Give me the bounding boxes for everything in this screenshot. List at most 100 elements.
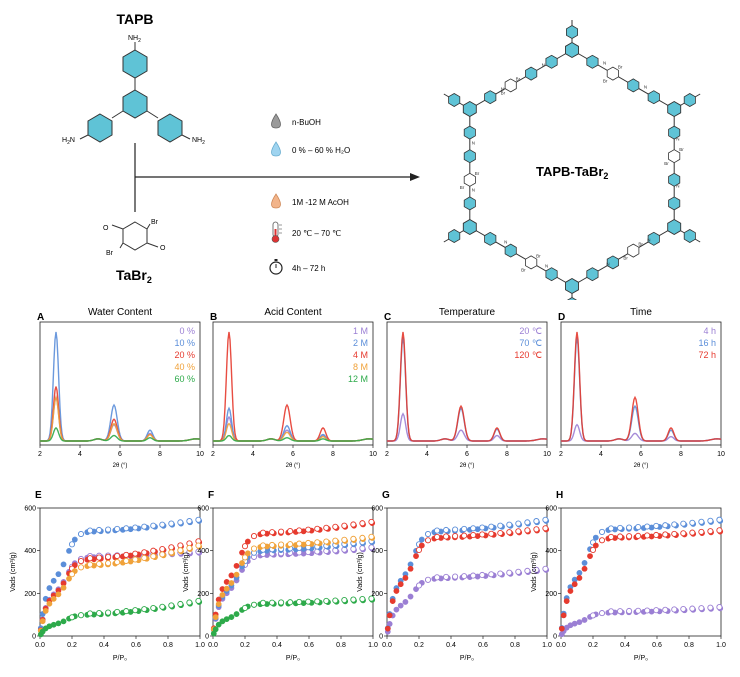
isotherm-desorption-point	[141, 606, 148, 613]
x-tick-label: 1.0	[716, 642, 726, 649]
tapb-nh2-top: NH2	[128, 35, 141, 44]
x-axis-label: 2θ (°)	[286, 463, 301, 469]
panel-letter: C	[384, 312, 391, 323]
isotherm-desorption-point	[461, 573, 468, 580]
isotherm-desorption-point	[314, 525, 321, 532]
isotherm-desorption-point	[141, 549, 148, 556]
isotherm-desorption-point	[515, 568, 522, 575]
panel-letter: E	[35, 490, 42, 501]
cof-n-label: N	[644, 84, 647, 89]
isotherm-desorption-point	[296, 527, 303, 534]
tapb-left-ring	[87, 113, 113, 143]
x-axis-label: P/P₀	[634, 655, 648, 662]
cof-phenyl-ring	[504, 243, 517, 258]
x-tick-label: 0.4	[99, 642, 109, 649]
isotherm-desorption-point	[617, 608, 624, 615]
y-tick-label: 400	[371, 548, 383, 555]
isotherm-desorption-point	[497, 522, 504, 529]
isotherm-desorption-point	[452, 573, 459, 580]
isotherm-desorption-point	[653, 531, 660, 539]
isotherm-desorption-point	[443, 573, 450, 580]
panel-letter: A	[37, 312, 44, 323]
isotherm-adsorption-point	[576, 575, 583, 581]
isotherm-desorption-point	[434, 527, 441, 534]
isotherm-adsorption-point	[42, 608, 49, 614]
legend-entry: 70 ℃	[519, 338, 542, 348]
isotherm-desorption-point	[87, 610, 94, 617]
isotherm-desorption-point	[689, 519, 696, 526]
isotherm-adsorption-point	[39, 618, 46, 625]
isotherm-desorption-point	[589, 612, 597, 619]
xrd-series-line	[40, 426, 201, 442]
isotherm-desorption-point	[716, 516, 723, 523]
cof-phenyl-ring	[627, 78, 640, 93]
isotherm-adsorption-point	[212, 626, 219, 633]
isotherm-desorption-point	[87, 561, 94, 568]
isotherm-desorption-point	[506, 521, 513, 528]
isotherm-desorption-point	[515, 520, 522, 527]
isotherm-desorption-point	[443, 533, 450, 540]
x-tick-label: 10	[717, 451, 725, 458]
isotherm-adsorption-point	[60, 618, 67, 625]
isotherm-adsorption-point	[66, 547, 72, 554]
legend-entry: 4 M	[353, 350, 368, 360]
x-tick-label: 0.0	[208, 642, 218, 649]
isotherm-desorption-point	[707, 528, 714, 535]
isotherm-desorption-point	[305, 539, 312, 547]
panel-C: C Temperature 2 4 6 8 10 2θ (°) 20 ℃ 70 ℃ 120 ℃	[384, 307, 551, 469]
isotherm-adsorption-point	[219, 592, 226, 598]
cof-phenyl-ring	[463, 149, 476, 164]
isotherm-desorption-point	[77, 612, 85, 619]
x-tick-label: 6	[465, 451, 469, 458]
isotherm-desorption-point	[644, 532, 651, 539]
isotherm-desorption-point	[626, 524, 633, 531]
cof-extension-bond	[443, 93, 450, 98]
isotherm-desorption-point	[359, 545, 366, 552]
tabr2-o-right: O	[160, 245, 166, 252]
cof-n-label: N	[501, 86, 504, 91]
cof-node-ring	[462, 218, 477, 236]
isotherm-desorption-point	[662, 531, 669, 538]
isotherm-desorption-point	[359, 534, 366, 541]
isotherm-desorption-point	[662, 606, 669, 613]
thermometer-icon	[271, 221, 282, 243]
isotherm-adsorption-point	[223, 579, 230, 585]
cof-phenyl-ring	[525, 66, 538, 81]
isotherm-desorption-point	[542, 516, 549, 523]
isotherm-desorption-point	[250, 545, 258, 552]
isotherm-desorption-point	[323, 597, 330, 604]
isotherm-adsorption-point	[592, 542, 599, 549]
cof-node-ring	[667, 100, 682, 118]
isotherm-desorption-point	[159, 551, 166, 558]
isotherm-desorption-point	[497, 529, 504, 537]
isotherm-adsorption-point	[576, 619, 583, 626]
panel-letter: G	[382, 490, 390, 501]
cof-phenyl-ring	[463, 125, 476, 140]
isotherm-desorption-point	[195, 597, 202, 604]
isotherm-desorption-point	[77, 530, 85, 538]
condition-acid: 1M -12 M AcOH	[292, 198, 349, 207]
isotherm-desorption-point	[132, 550, 139, 557]
isotherm-adsorption-point	[563, 598, 570, 604]
isotherm-desorption-point	[96, 560, 103, 567]
cof-phenyl-ring	[647, 90, 660, 105]
isotherm-desorption-point	[716, 604, 723, 611]
isotherm-desorption-point	[195, 542, 202, 549]
isotherm-adsorption-point	[55, 620, 62, 627]
cof-outer-ring	[448, 229, 461, 243]
isotherm-adsorption-point	[560, 612, 567, 619]
x-axis-label: P/P₀	[460, 655, 474, 662]
cof-tabr2-ring	[627, 243, 640, 258]
x-tick-label: 0.8	[510, 642, 520, 649]
isotherm-adsorption-point	[60, 561, 67, 568]
cof-br-label: Br	[475, 171, 480, 176]
isotherm-desorption-point	[168, 520, 175, 527]
isotherm-desorption-point	[533, 526, 540, 533]
isotherm-adsorption-point	[223, 585, 230, 592]
isotherm-desorption-point	[488, 530, 495, 537]
isotherm-desorption-point	[186, 518, 193, 525]
xrd-series-line	[387, 331, 548, 442]
isotherm-desorption-point	[488, 571, 495, 578]
panel-A: A Water Content 2 4 6 8 10 2θ (°) 0 % 10 % 20 % 40 …	[37, 307, 204, 469]
x-tick-label: 0.0	[382, 642, 392, 649]
